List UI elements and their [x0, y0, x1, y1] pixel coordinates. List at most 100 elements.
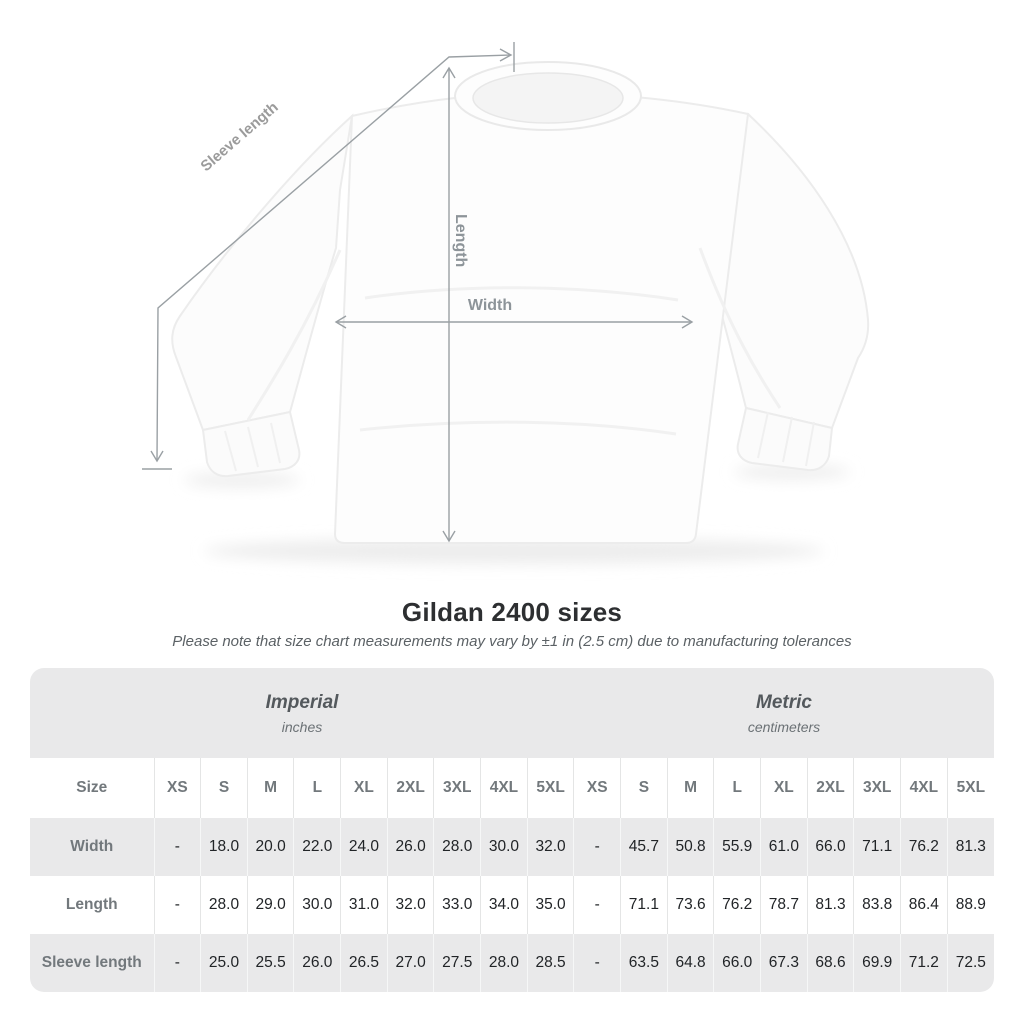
value-cell: 32.0 [526, 818, 574, 876]
shirt-shadow [204, 538, 824, 564]
sleeve-length-arrow-down [150, 450, 164, 463]
fabric-folds [246, 247, 782, 436]
value-cell: 35.0 [526, 876, 574, 934]
length-row: Length - 28.0 29.0 30.0 31.0 32.0 33.0 3… [30, 876, 994, 934]
value-cell: 76.2 [900, 818, 948, 876]
shirt-diagram-svg: Sleeve length Length Width [142, 42, 870, 564]
value-cell: 55.9 [713, 818, 761, 876]
value-cell: 20.0 [246, 818, 294, 876]
left-cuff-ribs [224, 422, 281, 472]
value-cell: 72.5 [946, 934, 994, 992]
size-col-header: XS [153, 758, 201, 818]
right-cuff-ribs [757, 411, 815, 467]
value-cell: 28.0 [433, 818, 481, 876]
size-col-header: 3XL [433, 758, 481, 818]
value-cell: - [153, 934, 201, 992]
value-cell: 45.7 [620, 818, 668, 876]
sleeve-length-arrow-right [499, 48, 513, 62]
size-col-header: 2XL [806, 758, 854, 818]
value-cell: 81.3 [946, 818, 994, 876]
size-col-header: XL [760, 758, 808, 818]
length-label: Length [452, 214, 469, 267]
imperial-unit: inches [281, 718, 323, 735]
value-cell: - [573, 934, 621, 992]
size-header-row: Size XS S M L XL 2XL 3XL 4XL 5XL XS S M … [30, 758, 994, 818]
row-label: Width [70, 838, 114, 855]
value-cell: 76.2 [713, 876, 761, 934]
value-cell: 67.3 [760, 934, 808, 992]
size-col-header: XS [573, 758, 621, 818]
value-cell: 83.8 [853, 876, 901, 934]
value-cell: 63.5 [620, 934, 668, 992]
value-cell: 28.0 [200, 876, 248, 934]
value-cell: - [573, 876, 621, 934]
value-cell: 22.0 [293, 818, 341, 876]
value-cell: 24.0 [340, 818, 388, 876]
value-cell: 26.5 [340, 934, 388, 992]
value-cell: 78.7 [760, 876, 808, 934]
value-cell: 27.5 [433, 934, 481, 992]
size-col-header: L [293, 758, 341, 818]
width-arrow-right [681, 315, 694, 329]
value-cell: 73.6 [666, 876, 714, 934]
length-arrow-up [442, 66, 456, 79]
value-cell: 25.0 [200, 934, 248, 992]
size-col-header: L [713, 758, 761, 818]
value-cell: 64.8 [666, 934, 714, 992]
width-label: Width [468, 297, 512, 314]
value-cell: 34.0 [480, 876, 528, 934]
value-cell: - [153, 818, 201, 876]
width-row: Width - 18.0 20.0 22.0 24.0 26.0 28.0 30… [30, 818, 994, 876]
size-col-header: 5XL [526, 758, 574, 818]
value-cell: 33.0 [433, 876, 481, 934]
value-cell: 71.1 [853, 818, 901, 876]
unit-header-band: Imperial inches Metric centimeters [30, 668, 994, 758]
value-cell: 69.9 [853, 934, 901, 992]
value-cell: 71.1 [620, 876, 668, 934]
sleeve-length-line [156, 54, 511, 461]
metric-header: Metric centimeters [574, 668, 994, 758]
value-cell: 30.0 [480, 818, 528, 876]
value-cell: 32.0 [386, 876, 434, 934]
imperial-title: Imperial [265, 691, 339, 713]
value-cell: 66.0 [806, 818, 854, 876]
tolerance-note: Please note that size chart measurements… [172, 633, 852, 650]
size-col-header: S [620, 758, 668, 818]
value-cell: 66.0 [713, 934, 761, 992]
size-header-cell: Size [76, 779, 108, 796]
left-sleeve [171, 113, 354, 432]
value-cell: 27.0 [386, 934, 434, 992]
value-cell: 28.5 [526, 934, 574, 992]
shirt-diagram: Sleeve length Length Width [142, 42, 870, 564]
value-cell: 61.0 [760, 818, 808, 876]
size-col-header: 4XL [900, 758, 948, 818]
row-label: Length [65, 896, 118, 913]
value-cell: 18.0 [200, 818, 248, 876]
measurements-table: Size XS S M L XL 2XL 3XL 4XL 5XL XS S M … [30, 758, 994, 992]
value-cell: 30.0 [293, 876, 341, 934]
size-col-header: M [666, 758, 714, 818]
value-cell: 81.3 [806, 876, 854, 934]
value-cell: - [573, 818, 621, 876]
size-col-header: 4XL [480, 758, 528, 818]
value-cell: 26.0 [293, 934, 341, 992]
left-cuff [201, 410, 301, 478]
value-cell: 31.0 [340, 876, 388, 934]
value-cell: - [153, 876, 201, 934]
value-cell: 86.4 [900, 876, 948, 934]
imperial-header: Imperial inches [30, 668, 574, 758]
value-cell: 68.6 [806, 934, 854, 992]
left-cuff-shadow [184, 472, 300, 488]
size-col-header: 2XL [386, 758, 434, 818]
value-cell: 71.2 [900, 934, 948, 992]
value-cell: 29.0 [246, 876, 294, 934]
collar-opening [472, 72, 624, 124]
metric-title: Metric [756, 691, 812, 713]
size-col-header: 3XL [853, 758, 901, 818]
width-arrow-left [334, 315, 347, 329]
sleeve-length-label: Sleeve length [197, 99, 281, 175]
sleeve-length-row: Sleeve length - 25.0 25.5 26.0 26.5 27.0… [30, 934, 994, 992]
page-title: Gildan 2400 sizes [401, 597, 623, 627]
size-col-header: M [246, 758, 294, 818]
